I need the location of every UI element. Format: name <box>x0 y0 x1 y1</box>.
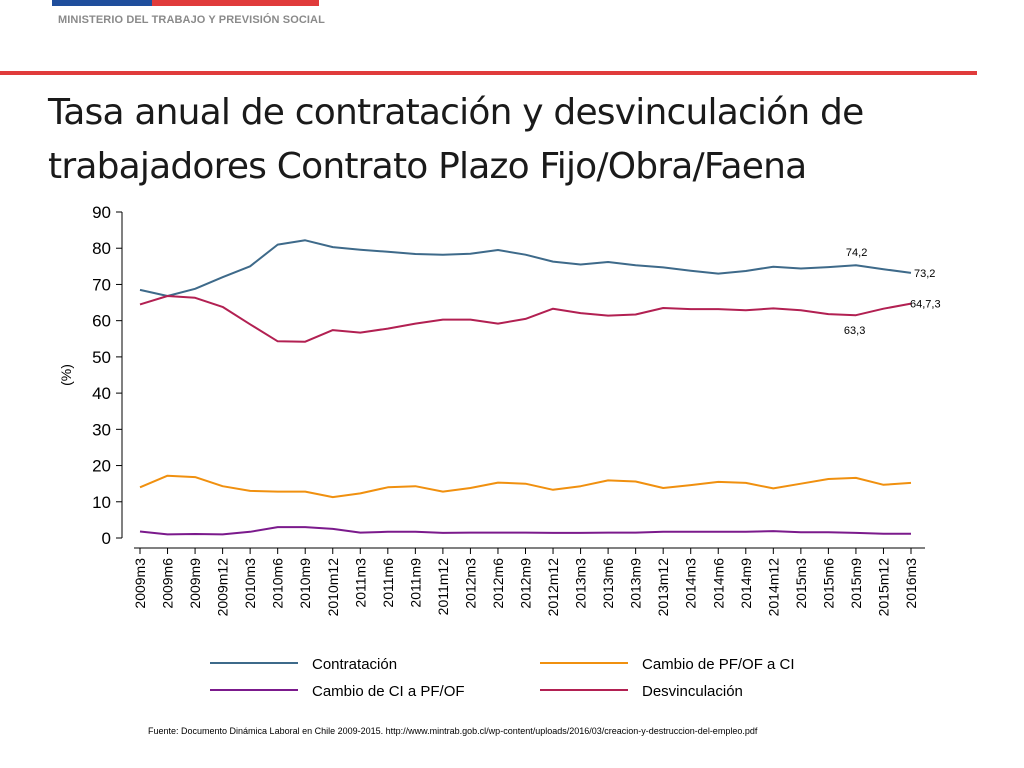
x-tick-label: 2015m6 <box>820 558 836 609</box>
x-tick-label: 2011m12 <box>435 558 451 616</box>
series-line <box>139 474 912 499</box>
ministry-bar-blue <box>52 0 152 6</box>
data-annotation: 64,7,3 <box>910 299 941 311</box>
title-line-1: Tasa anual de contratación y desvinculac… <box>48 92 864 133</box>
x-tick-label: 2011m6 <box>380 558 396 608</box>
x-tick-label: 2013m12 <box>655 558 671 617</box>
x-tick-label: 2016m3 <box>903 558 919 609</box>
x-tick-label: 2014m9 <box>738 558 754 609</box>
y-tick-label: 60 <box>92 312 111 331</box>
series-line <box>139 526 911 536</box>
data-annotation: 74,2 <box>846 247 867 259</box>
x-tick-label: 2013m6 <box>600 558 616 609</box>
x-tick-label: 2013m3 <box>573 558 589 609</box>
x-tick-label: 2009m9 <box>187 558 203 609</box>
x-tick-label: 2012m9 <box>518 558 534 609</box>
x-tick-label: 2012m12 <box>545 558 561 617</box>
y-tick-label: 0 <box>102 529 111 548</box>
data-annotation: 63,3 <box>844 325 865 337</box>
x-tick-label: 2009m3 <box>132 558 148 609</box>
y-tick-label: 30 <box>92 420 111 439</box>
legend-label: Desvinculación <box>642 683 743 700</box>
legend-label: Contratación <box>312 656 397 673</box>
y-tick-label: 80 <box>92 239 111 258</box>
x-tick-label: 2014m3 <box>683 558 699 609</box>
x-tick-label: 2010m12 <box>325 558 341 617</box>
x-tick-label: 2012m3 <box>462 558 478 609</box>
series-line <box>139 239 912 297</box>
x-tick-label: 2011m3 <box>352 558 368 608</box>
x-tick-label: 2009m12 <box>215 558 231 617</box>
ministry-bar-red <box>152 0 319 6</box>
y-tick-label: 20 <box>92 457 111 476</box>
legend-label: Cambio de PF/OF a CI <box>642 656 795 673</box>
x-tick-label: 2014m6 <box>710 558 726 609</box>
title-line-2: trabajadores Contrato Plazo Fijo/Obra/Fa… <box>48 146 807 187</box>
x-tick-label: 2015m12 <box>875 558 891 617</box>
y-tick-label: 40 <box>92 384 111 403</box>
y-tick-label: 10 <box>92 493 111 512</box>
x-tick-label: 2012m6 <box>490 558 506 609</box>
x-tick-label: 2010m3 <box>242 558 258 609</box>
x-tick-label: 2013m9 <box>628 558 644 609</box>
x-tick-label: 2015m3 <box>793 558 809 609</box>
y-tick-label: 50 <box>92 348 111 367</box>
x-tick-label: 2010m6 <box>270 558 286 609</box>
y-tick-label: 90 <box>92 203 111 222</box>
source-note: Fuente: Documento Dinámica Laboral en Ch… <box>148 726 758 736</box>
data-annotation: 73,2 <box>914 268 935 280</box>
legend-label: Cambio de CI a PF/OF <box>312 683 465 700</box>
y-axis-label: (%) <box>58 364 74 386</box>
ministry-name: MINISTERIO DEL TRABAJO Y PREVISIÓN SOCIA… <box>58 14 325 26</box>
y-tick-label: 70 <box>92 275 111 294</box>
series-line <box>139 295 912 343</box>
x-tick-label: 2015m9 <box>848 558 864 609</box>
x-tick-label: 2010m9 <box>297 558 313 609</box>
page-title: Tasa anual de contratación y desvinculac… <box>48 86 948 194</box>
x-tick-label: 2014m12 <box>765 558 781 617</box>
x-tick-label: 2009m6 <box>160 558 176 609</box>
ministry-color-bar <box>52 0 319 6</box>
header-rule <box>0 71 977 75</box>
x-tick-label: 2011m9 <box>407 558 423 608</box>
